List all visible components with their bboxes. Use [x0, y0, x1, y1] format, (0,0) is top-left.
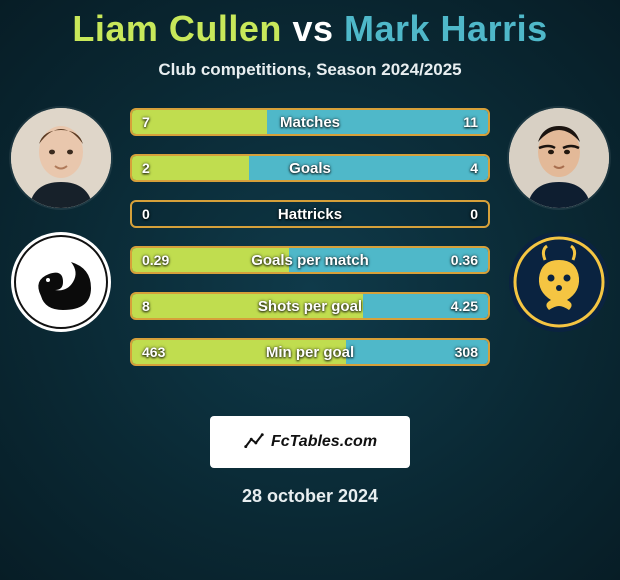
stat-bar: 84.25Shots per goal — [130, 292, 490, 320]
stat-value-right: 0 — [470, 202, 478, 226]
stat-bars: 711Matches 24Goals 0 0Hattricks 0.290.36Goal… — [130, 108, 490, 366]
stat-fill-left — [132, 340, 346, 364]
stat-value-left: 0 — [142, 202, 150, 226]
stat-fill-right — [363, 294, 488, 318]
stat-label: Hattricks — [132, 202, 488, 226]
stat-bar: 0 0Hattricks — [130, 200, 490, 228]
stat-fill-right — [346, 340, 488, 364]
title-player1: Liam Cullen — [72, 8, 282, 49]
stat-fill-right — [289, 248, 488, 272]
player2-avatar — [509, 108, 609, 208]
stat-fill-right — [267, 110, 488, 134]
right-column — [504, 108, 614, 332]
left-column — [6, 108, 116, 332]
stat-fill-left — [132, 110, 267, 134]
stat-bar: 711Matches — [130, 108, 490, 136]
page-title: Liam Cullen vs Mark Harris — [0, 0, 620, 50]
stat-fill-right — [249, 156, 488, 180]
subtitle: Club competitions, Season 2024/2025 — [0, 60, 620, 80]
stat-fill-left — [132, 248, 289, 272]
stat-bar: 24Goals — [130, 154, 490, 182]
comparison-body: 711Matches 24Goals 0 0Hattricks 0.290.36Goal… — [0, 108, 620, 398]
stat-bar: 463308Min per goal — [130, 338, 490, 366]
date-label: 28 october 2024 — [0, 486, 620, 507]
player1-club-logo — [11, 232, 111, 332]
attribution-badge: FcTables.com — [210, 416, 410, 468]
attribution-text: FcTables.com — [271, 433, 377, 451]
stat-bar: 0.290.36Goals per match — [130, 246, 490, 274]
comparison-card: Liam Cullen vs Mark Harris Club competit… — [0, 0, 620, 580]
chart-icon — [243, 431, 265, 453]
player1-avatar — [11, 108, 111, 208]
title-vs: vs — [292, 8, 333, 49]
title-player2: Mark Harris — [344, 8, 548, 49]
player2-club-logo — [509, 232, 609, 332]
stat-fill-left — [132, 294, 363, 318]
stat-fill-left — [132, 156, 249, 180]
